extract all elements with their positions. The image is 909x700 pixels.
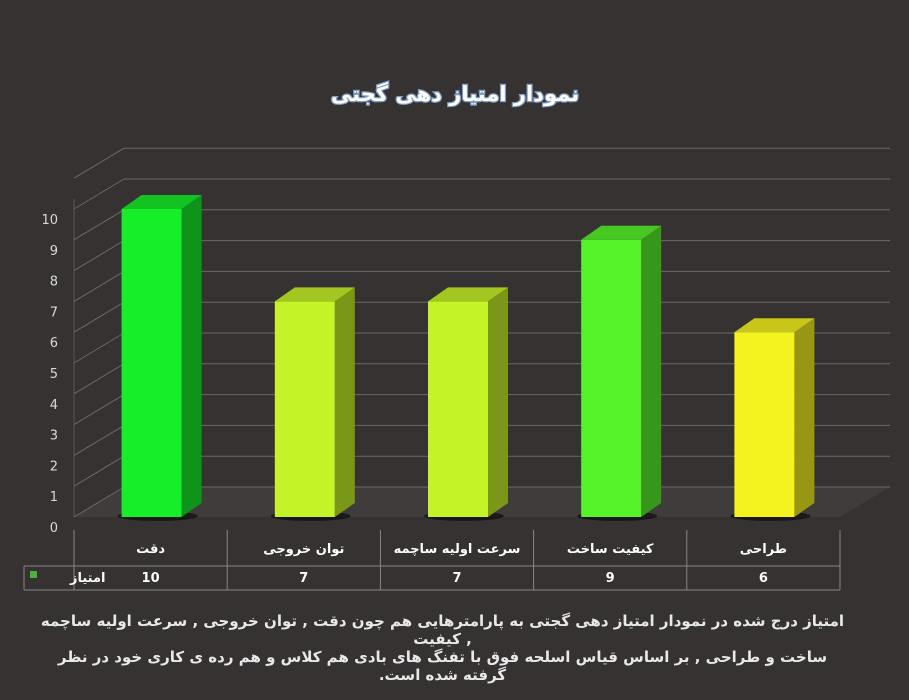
bar-top	[734, 318, 815, 333]
gridline-diagonal	[73, 270, 125, 302]
bar	[734, 332, 795, 517]
data-label: 6	[759, 571, 768, 586]
bar	[121, 209, 182, 517]
gridline-diagonal	[73, 486, 125, 518]
bar-top	[581, 225, 662, 240]
data-table: دقت 10 توان خروجی 7 سرعت اولیه ساچمه 7 کیفیت س…	[23, 530, 841, 591]
category-label: طراحی	[740, 542, 787, 557]
category-label: سرعت اولیه ساچمه	[394, 542, 521, 557]
bar-side	[794, 318, 815, 517]
y-tick-label: 0	[50, 521, 58, 536]
series-name: امتیاز	[69, 571, 105, 586]
chart-title: نمودار امتیاز دهی گجتی	[331, 81, 579, 106]
bar-top	[121, 195, 202, 209]
y-tick-label: 4	[50, 398, 58, 413]
data-label: 10	[142, 571, 160, 586]
gridline-diagonal	[73, 455, 125, 487]
description-line-1: امتیاز درج شده در نمودار امتیاز دهی گجتی…	[40, 612, 845, 648]
bar-side	[488, 287, 508, 517]
bar-side	[334, 287, 355, 517]
data-label: 7	[299, 571, 308, 586]
description-line-2: ساخت و طراحی , بر اساس قیاس اسلحه فوق با…	[57, 648, 828, 684]
y-tick-label: 2	[50, 459, 58, 474]
gridline-diagonal	[73, 178, 125, 210]
y-tick-label: 7	[50, 305, 58, 320]
bar	[274, 301, 335, 517]
category-label: دقت	[136, 542, 165, 557]
gridline-diagonal	[73, 209, 125, 241]
gridline-diagonal	[73, 332, 125, 364]
bar-top	[274, 287, 355, 302]
data-label: 9	[606, 571, 615, 586]
gridline-diagonal	[73, 240, 125, 272]
data-label: 7	[452, 571, 461, 586]
y-tick-label: 1	[50, 490, 58, 505]
category-label: توان خروجی	[263, 542, 344, 557]
y-tick-label: 9	[50, 244, 58, 259]
gridline-diagonal	[73, 424, 125, 456]
legend-marker	[30, 571, 37, 578]
gridline-diagonal	[73, 301, 125, 333]
bar	[428, 301, 488, 517]
gridline-diagonal	[73, 147, 125, 179]
gridline-diagonal	[73, 363, 125, 395]
gridline-diagonal	[73, 394, 125, 426]
bar-side	[181, 195, 202, 517]
y-tick-label: 5	[50, 367, 58, 382]
category-label: کیفیت ساخت	[567, 542, 654, 557]
y-tick-label: 10	[41, 213, 58, 228]
bar-side	[641, 225, 662, 518]
y-tick-label: 3	[50, 429, 58, 444]
bar	[581, 239, 642, 518]
bars	[117, 195, 815, 521]
y-tick-label: 6	[50, 336, 58, 351]
y-tick-label: 8	[50, 275, 58, 290]
bar-top	[428, 287, 508, 302]
